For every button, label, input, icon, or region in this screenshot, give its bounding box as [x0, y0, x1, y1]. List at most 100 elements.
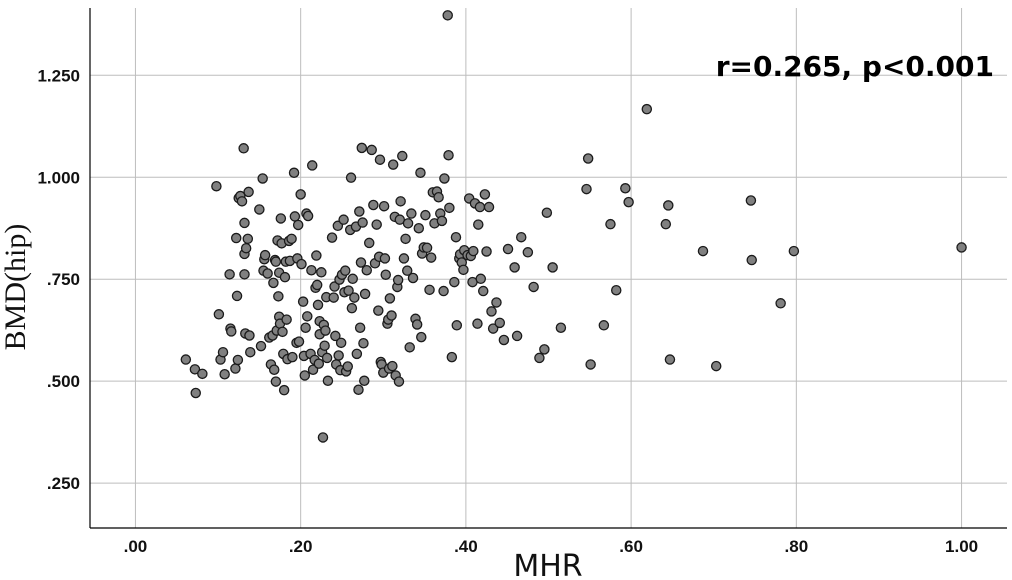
data-point	[443, 149, 454, 161]
data-point	[292, 219, 304, 231]
data-point	[351, 348, 363, 360]
data-point	[239, 269, 250, 280]
data-point	[333, 350, 344, 361]
x-tick-label: .80	[785, 537, 809, 556]
data-point	[289, 211, 301, 222]
data-point	[281, 314, 292, 325]
data-point	[311, 250, 322, 261]
data-point	[257, 173, 268, 184]
data-point	[311, 279, 323, 291]
data-point	[320, 325, 331, 336]
data-point	[486, 306, 497, 317]
data-point	[406, 208, 417, 219]
data-point	[775, 298, 786, 309]
data-point	[598, 320, 610, 331]
data-point	[278, 384, 290, 396]
data-point	[395, 196, 406, 207]
data-point	[404, 342, 415, 353]
data-point	[273, 291, 284, 302]
x-tick-label: .20	[289, 537, 313, 556]
correlation-annotation: r=0.265, p<0.001	[716, 50, 994, 83]
data-point	[605, 218, 616, 230]
data-point	[402, 218, 414, 229]
data-point	[236, 196, 248, 207]
data-point	[288, 167, 300, 179]
data-point	[473, 219, 484, 230]
data-point	[425, 252, 437, 263]
y-axis-title: BMD(hip)	[0, 224, 32, 351]
data-point	[335, 337, 347, 349]
data-point	[231, 290, 243, 302]
data-point	[411, 319, 423, 330]
data-point	[255, 340, 267, 352]
data-point	[444, 202, 455, 214]
y-tick-label: .750	[47, 270, 80, 289]
data-point	[555, 322, 567, 333]
data-point	[346, 302, 358, 314]
data-point	[745, 195, 757, 206]
data-point	[956, 242, 967, 253]
data-point	[312, 299, 324, 311]
data-point	[356, 142, 368, 154]
data-point	[293, 336, 305, 347]
data-point	[197, 368, 208, 380]
y-tick-labels: .250 .500 .750 1.000 1.250	[37, 66, 80, 493]
data-point	[358, 337, 369, 349]
y-tick-label: .500	[47, 372, 80, 391]
data-point	[413, 222, 425, 234]
data-point	[349, 292, 360, 303]
x-axis-title: MHR	[513, 549, 582, 580]
data-point	[277, 326, 288, 338]
data-point	[582, 153, 594, 164]
data-point	[219, 368, 230, 380]
data-point	[238, 143, 249, 154]
data-point	[217, 346, 229, 358]
data-point	[306, 264, 317, 276]
data-point	[245, 346, 256, 358]
data-point	[498, 334, 510, 346]
y-tick-label: 1.250	[37, 66, 80, 85]
data-point	[297, 296, 309, 307]
data-point	[472, 318, 483, 329]
data-point	[585, 359, 596, 370]
data-point	[380, 269, 392, 280]
data-point	[468, 245, 479, 257]
data-point	[313, 358, 325, 369]
data-point	[398, 253, 410, 264]
data-point	[386, 310, 397, 321]
data-point	[180, 354, 192, 365]
data-point	[243, 186, 254, 198]
y-tick-label: 1.000	[37, 168, 80, 187]
x-tick-label: .60	[619, 537, 643, 556]
data-point	[475, 273, 487, 285]
data-point	[581, 183, 592, 195]
data-point	[481, 246, 492, 257]
data-point	[242, 233, 254, 245]
scatter-points	[180, 10, 967, 443]
data-point	[392, 274, 404, 286]
data-point	[477, 285, 489, 297]
data-point	[190, 387, 201, 399]
data-point	[232, 354, 244, 366]
data-point	[491, 297, 502, 308]
data-point	[316, 267, 327, 278]
data-point	[474, 201, 486, 213]
data-point	[224, 269, 235, 280]
data-point	[515, 231, 527, 243]
data-point	[379, 253, 391, 264]
data-point	[347, 273, 358, 285]
data-point	[240, 242, 252, 254]
data-point	[509, 262, 520, 273]
data-point	[354, 322, 366, 333]
horizontal-gridlines	[90, 74, 1007, 484]
data-point	[401, 265, 413, 276]
data-point	[322, 375, 334, 387]
data-point	[213, 309, 225, 320]
data-point	[623, 196, 634, 208]
data-point	[340, 265, 351, 276]
data-point	[363, 237, 375, 249]
data-point	[746, 254, 757, 266]
data-point	[343, 285, 354, 296]
data-point	[321, 352, 333, 364]
